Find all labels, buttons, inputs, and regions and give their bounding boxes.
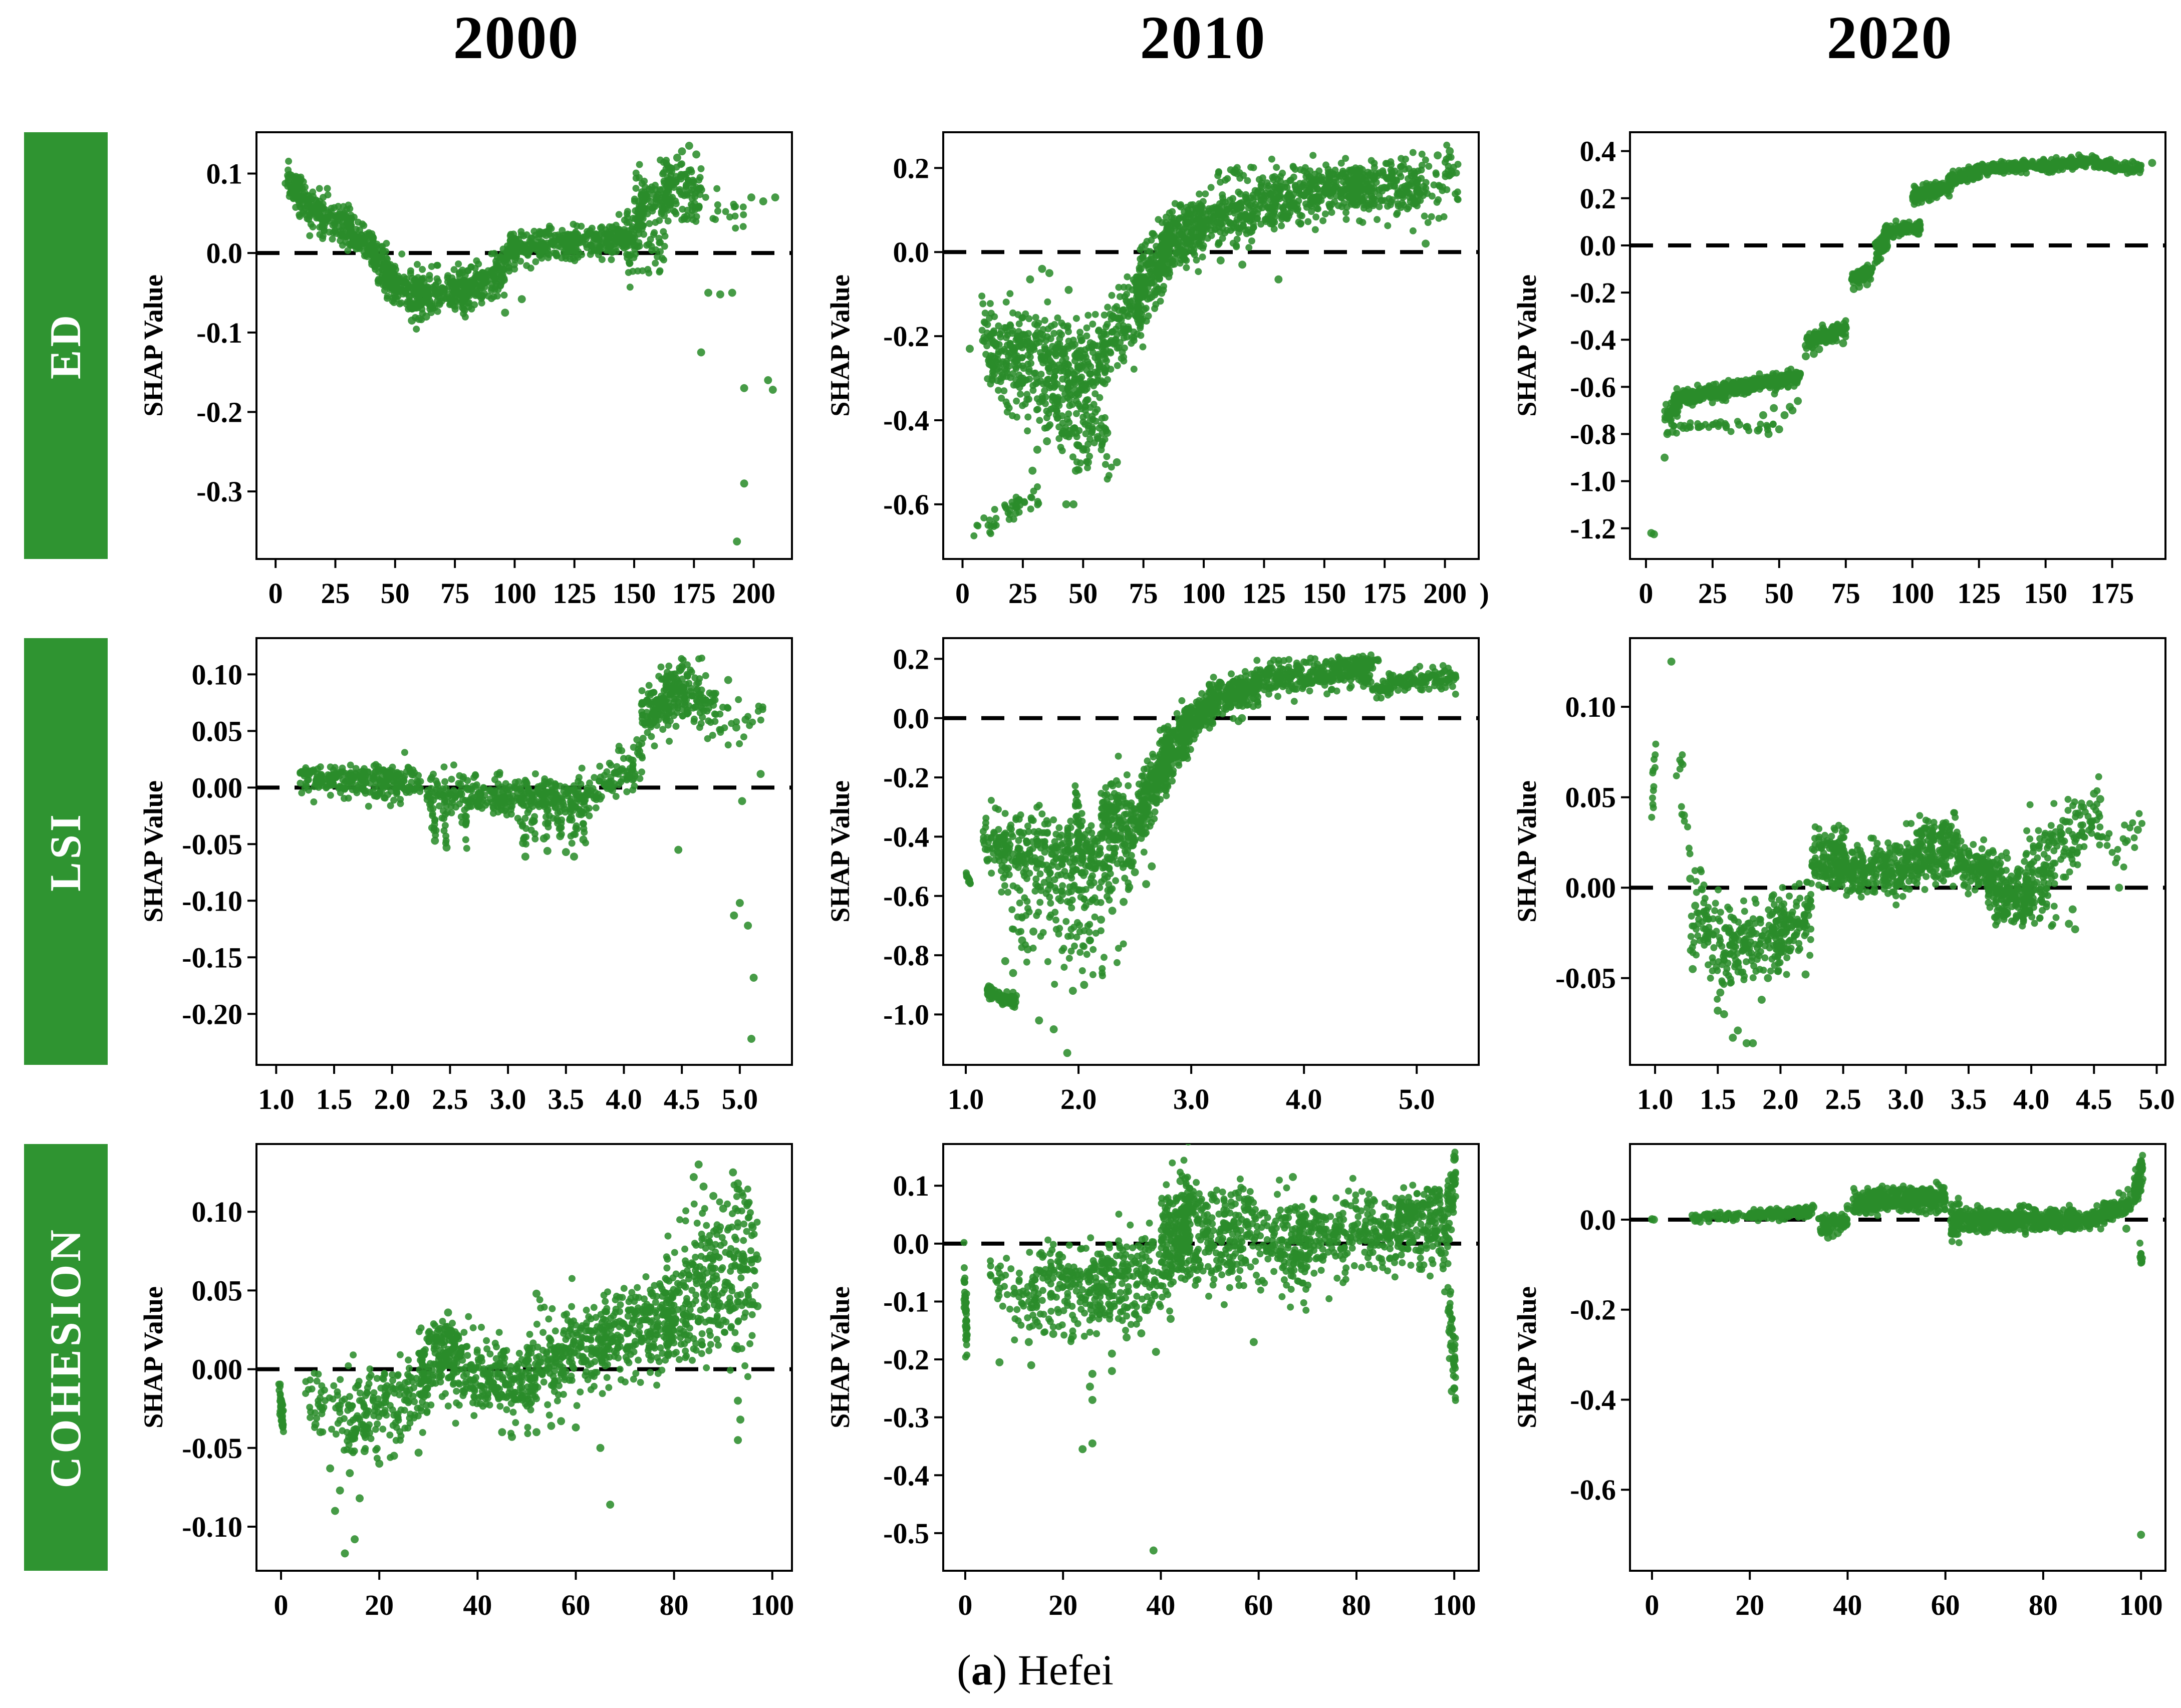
row-banner-ed-label: ED	[42, 312, 90, 380]
column-header-2000: 2000	[120, 0, 807, 125]
svg-text:-0.6: -0.6	[1570, 371, 1616, 403]
column-header-2010-label: 2010	[1140, 4, 1266, 72]
panel-cell-ed-2010: 0.2 0.0 -0.2 -0.4 -0.6 0 25 50 75 100 125 150 175 200…	[807, 125, 1494, 631]
svg-text:125: 125	[553, 577, 596, 610]
svg-text:50: 50	[1765, 577, 1794, 610]
svg-text:-0.2: -0.2	[196, 396, 242, 428]
svg-text:0.2: 0.2	[1580, 182, 1616, 215]
svg-text:SHAP Value: SHAP Value	[138, 274, 168, 417]
panel-cell-ed-2000: 0.1 0.0 -0.1 -0.2 -0.3 0 25 50 75 100 125 150 175 200…	[120, 125, 807, 631]
panel-cell-lsi-2020: 0.10 0.05 0.00 -0.05 1.0 1.5 2.0 2.5 3.0 3.5 4.0 4.…	[1494, 631, 2180, 1137]
svg-text:150: 150	[2024, 577, 2067, 610]
svg-text:0.1: 0.1	[206, 158, 243, 190]
svg-text:): )	[1479, 577, 1489, 610]
row-banner-lsi-label: LSI	[42, 811, 90, 892]
svg-text:75: 75	[440, 577, 469, 610]
svg-text:75: 75	[1831, 577, 1860, 610]
scatter-panel-cohesion-2010: 0.10.0-0.1-0.2-0.3-0.4-0.50 20 40 60 80 100SH…	[825, 1143, 1480, 1621]
svg-text:-0.2: -0.2	[1570, 276, 1616, 309]
svg-text:0.0: 0.0	[893, 236, 930, 268]
svg-text:0: 0	[955, 577, 970, 610]
svg-text:125: 125	[1957, 577, 2001, 610]
svg-text:-0.8: -0.8	[1570, 418, 1616, 451]
column-header-2000-label: 2000	[453, 4, 580, 72]
svg-text:-0.1: -0.1	[196, 317, 242, 349]
scatter-panel-lsi-2020: 0.100.050.00-0.051.0 1.5 2.0 2.5 3.0 3.5 4.0 4.…	[1512, 637, 2175, 1115]
svg-text:0.0: 0.0	[206, 237, 243, 269]
svg-text:-0.3: -0.3	[196, 475, 242, 508]
panel-cell-cohesion-2010: 0.1 0.0 -0.1 -0.2 -0.3 -0.4 -0.5 0 20 40 60 80 100 SH…	[807, 1137, 1494, 1643]
svg-text:50: 50	[1068, 577, 1098, 610]
svg-text:100: 100	[1182, 577, 1226, 610]
svg-text:-0.2: -0.2	[883, 320, 929, 353]
svg-text:25: 25	[1008, 577, 1037, 610]
svg-text:200: 200	[732, 577, 775, 610]
svg-text:0.4: 0.4	[1580, 135, 1616, 168]
caption-pre: (	[957, 1646, 971, 1694]
column-header-2020-label: 2020	[1826, 4, 1953, 72]
scatter-panel-lsi-2010: 0.20.0-0.2-0.4-0.6-0.8-1.01.0 2.0 3.0 4.0 5.…	[825, 637, 1480, 1115]
scatter-panel-ed-2020: 0.4 0.2 0.0 -0.2 -0.4 -0.6 -0.8 -1.0 -1.2 0 25 50 75…	[1512, 131, 2166, 610]
svg-text:175: 175	[1363, 577, 1407, 610]
svg-text:-0.4: -0.4	[883, 404, 929, 437]
row-banner-cell-lsi: LSI	[0, 631, 120, 1137]
svg-text:-1.0: -1.0	[1570, 465, 1616, 498]
svg-text:-1.2: -1.2	[1570, 512, 1616, 545]
svg-text:125: 125	[1242, 577, 1286, 610]
row-banner-cell-ed: ED	[0, 125, 120, 631]
svg-text:SHAP Value: SHAP Value	[1512, 274, 1542, 417]
svg-text:175: 175	[2090, 577, 2134, 610]
svg-text:0: 0	[1639, 577, 1653, 610]
row-banner-cohesion: COHESION	[24, 1144, 108, 1571]
column-header-2010: 2010	[807, 0, 1494, 125]
grid-corner	[0, 0, 120, 125]
svg-text:50: 50	[381, 577, 410, 610]
svg-text:100: 100	[1890, 577, 1934, 610]
column-header-2020: 2020	[1494, 0, 2180, 125]
row-banner-lsi: LSI	[24, 638, 108, 1065]
svg-text:25: 25	[321, 577, 350, 610]
figure-caption: (a) Hefei	[0, 1643, 2125, 1703]
caption-post: ) Hefei	[992, 1646, 1114, 1694]
svg-text:0.2: 0.2	[893, 152, 930, 184]
row-banner-cell-cohesion: COHESION	[0, 1137, 120, 1643]
svg-text:175: 175	[672, 577, 716, 610]
scatter-panel-ed-2010: 0.2 0.0 -0.2 -0.4 -0.6 0 25 50 75 100 125 150 175 200…	[825, 131, 1489, 610]
svg-text:-0.4: -0.4	[1570, 324, 1616, 356]
scatter-panel-ed-2000: 0.1 0.0 -0.1 -0.2 -0.3 0 25 50 75 100 125 150 175 200…	[138, 131, 793, 610]
svg-text:200: 200	[1423, 577, 1467, 610]
row-banner-cohesion-label: COHESION	[42, 1226, 90, 1489]
panel-cell-cohesion-2000: 0.10 0.05 0.00 -0.05 -0.10 0 20 40 60 80 100 SHAP V…	[120, 1137, 807, 1643]
panel-cell-lsi-2010: 0.2 0.0 -0.2 -0.4 -0.6 -0.8 -1.0 1.0 2.0 3.0 4.0 5.…	[807, 631, 1494, 1137]
row-banner-ed: ED	[24, 132, 108, 559]
svg-text:-0.6: -0.6	[883, 488, 929, 521]
svg-text:150: 150	[1302, 577, 1346, 610]
svg-text:25: 25	[1698, 577, 1727, 610]
svg-text:150: 150	[613, 577, 656, 610]
svg-text:100: 100	[493, 577, 536, 610]
svg-text:0: 0	[268, 577, 283, 610]
scatter-panel-lsi-2000: 0.100.050.00-0.05-0.10-0.15-0.201.0 1.5 2.…	[138, 637, 793, 1115]
panel-cell-ed-2020: 0.4 0.2 0.0 -0.2 -0.4 -0.6 -0.8 -1.0 -1.2 0 25 50 75…	[1494, 125, 2180, 631]
svg-text:75: 75	[1129, 577, 1158, 610]
panel-cell-cohesion-2020: 0.0 -0.2 -0.4 -0.6 0 20 40 60 80 100 SHAP Value	[1494, 1137, 2180, 1643]
caption-letter: a	[971, 1646, 993, 1694]
panel-cell-lsi-2000: 0.10 0.05 0.00 -0.05 -0.10 -0.15 -0.20 1.0 1.5 2.…	[120, 631, 807, 1137]
svg-text:SHAP Value: SHAP Value	[825, 274, 855, 417]
svg-text:0.0: 0.0	[1580, 229, 1616, 262]
